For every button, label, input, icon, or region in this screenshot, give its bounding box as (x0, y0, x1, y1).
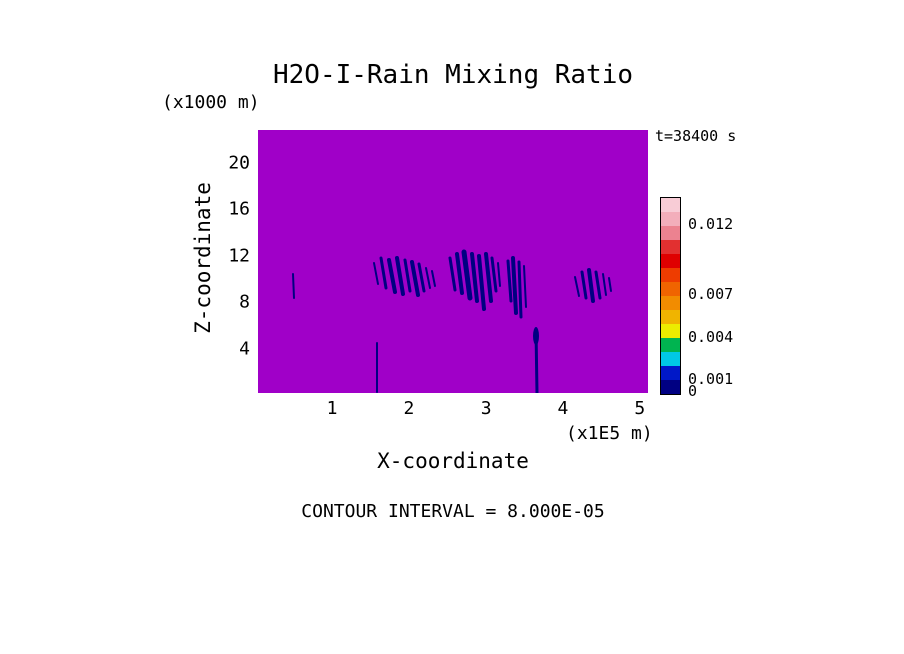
x-axis-title: X-coordinate (377, 449, 529, 473)
contour-interval-note: CONTOUR INTERVAL = 8.000E-05 (301, 501, 605, 522)
y-tick-label: 12 (228, 245, 250, 267)
colorbar-segment (661, 296, 680, 310)
rain-feature-small-shaft-left (292, 273, 295, 299)
colorbar-segment (661, 366, 680, 380)
field-background (258, 130, 648, 393)
colorbar-segment (661, 268, 680, 282)
colorbar-segment (661, 338, 680, 352)
colorbar-segment (661, 324, 680, 338)
y-tick-label: 4 (239, 338, 250, 360)
time-annotation: t=38400 s (655, 127, 737, 145)
rain-feature-rain-band-1 (373, 256, 436, 297)
y-tick-label: 16 (228, 198, 250, 220)
colorbar-segment (661, 212, 680, 226)
z-axis-units-label: (x1000 m) (162, 92, 260, 113)
colorbar-tick-label: 0.007 (688, 285, 734, 304)
x-tick-label: 5 (634, 398, 646, 419)
x-tick-label: 2 (403, 398, 415, 419)
x-axis-units-label: (x1E5 m) (566, 423, 653, 444)
colorbar-segment (661, 310, 680, 324)
colorbar-segment (661, 198, 680, 212)
chart-title: H2O-I-Rain Mixing Ratio (272, 60, 634, 90)
colorbar-labels: 0.012 0.007 0.004 0.001 0 (688, 197, 758, 400)
colorbar-segment (661, 352, 680, 366)
colorbar-tick-label: 0.001 (688, 370, 734, 389)
rain-feature-rain-band-3 (506, 256, 527, 319)
x-tick-label: 4 (557, 398, 569, 419)
colorbar (660, 197, 681, 395)
y-tick-label: 20 (228, 152, 250, 174)
colorbar-tick-label: 0.004 (688, 327, 734, 346)
x-tick-labels: 1 2 3 4 5 (258, 398, 648, 420)
contour-field-svg (258, 130, 648, 393)
rain-feature-rain-band-2 (448, 249, 501, 311)
colorbar-segment (661, 282, 680, 296)
colorbar-segment (661, 226, 680, 240)
x-tick-label: 1 (326, 398, 338, 419)
plot-area (258, 130, 648, 393)
x-tick-label: 3 (480, 398, 492, 419)
colorbar-segment (661, 380, 680, 394)
colorbar-segment (661, 240, 680, 254)
y-tick-label: 8 (239, 291, 250, 313)
rain-feature-fall-streak-2 (533, 327, 539, 393)
rain-feature-rain-band-4 (574, 268, 612, 303)
y-tick-labels: 20 16 12 8 4 (206, 130, 250, 393)
colorbar-segment (661, 254, 680, 268)
colorbar-tick-label: 0.012 (688, 215, 734, 234)
colorbar-tick-label: 0 (688, 382, 698, 401)
